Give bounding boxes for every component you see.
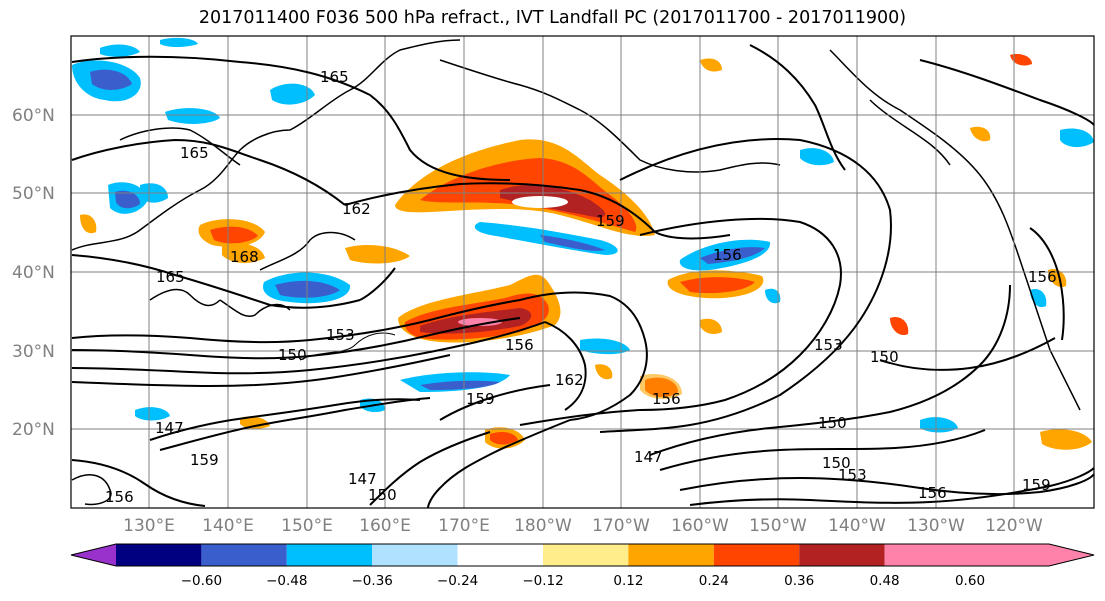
lon-label: 160°E: [359, 516, 411, 536]
contour-label: 159: [466, 390, 495, 408]
contour-label: 150: [278, 346, 307, 364]
colorbar-segment: [799, 544, 885, 566]
contour-label: 150: [822, 454, 851, 472]
longitude-labels: 130°E 140°E 150°E 160°E 170°E 180°W 170°…: [123, 516, 1043, 536]
lat-label: 40°N: [12, 263, 55, 283]
contour-label: 165: [320, 68, 349, 86]
lon-label: 140°E: [202, 516, 254, 536]
map-title: 2017011400 F036 500 hPa refract., IVT La…: [198, 8, 907, 28]
contour-label: 156: [713, 246, 742, 264]
contour-label: 159: [190, 451, 219, 469]
colorbar-segment: [116, 544, 202, 566]
colorbar-tick-label: 0.12: [613, 573, 643, 589]
colorbar-tick-label: 0.36: [784, 573, 814, 589]
colorbar-outline: [70, 543, 1095, 567]
lon-label: 120°W: [985, 516, 1043, 536]
lon-label: 160°W: [671, 516, 729, 536]
colorbar-segment: [713, 544, 800, 566]
colorbar-segment: [457, 544, 543, 566]
contour-label: 165: [156, 268, 185, 286]
colorbar-tick-label: −0.24: [437, 573, 478, 589]
contour-label: 153: [838, 466, 867, 484]
contour-label: 150: [818, 414, 847, 432]
lat-label: 50°N: [12, 184, 55, 204]
colorbar-tick-label: 0.24: [699, 573, 729, 589]
colorbar-tick-label: 0.60: [955, 573, 985, 589]
colorbar-tick-label: −0.60: [181, 573, 222, 589]
contour-label: 150: [870, 348, 899, 366]
contour-label: 147: [348, 470, 377, 488]
contour-label: 147: [634, 448, 663, 466]
lon-label: 130°W: [907, 516, 965, 536]
lon-label: 180°W: [514, 516, 572, 536]
contour-label: 156: [918, 484, 947, 502]
contour-label: 156: [505, 336, 534, 354]
contour-label: 153: [326, 326, 355, 344]
contour-label: 156: [652, 390, 681, 408]
colorbar-segment: [201, 544, 287, 566]
contour-label: 159: [596, 212, 625, 230]
colorbar-segment: [286, 544, 373, 566]
colorbar-extend-max: [884, 544, 1094, 566]
contour-label: 156: [105, 488, 134, 506]
contour-label: 147: [155, 419, 184, 437]
colorbar-tick-label: 0.48: [870, 573, 900, 589]
coastlines: [71, 39, 1081, 506]
contour-labels: 165 165 165 162 168 159 156 153 150 156 …: [105, 68, 1057, 506]
colorbar-segment: [543, 544, 629, 566]
contour-label: 165: [180, 144, 209, 162]
colorbar-tick-label: −0.48: [266, 573, 307, 589]
lon-label: 170°E: [438, 516, 490, 536]
contour-label: 150: [368, 486, 397, 504]
lon-label: 170°W: [592, 516, 650, 536]
contour-lines: [71, 44, 1094, 508]
map-frame: [70, 35, 1095, 509]
lon-label: 150°E: [281, 516, 333, 536]
colorbar-segment: [372, 544, 458, 566]
contour-label: 153: [814, 336, 843, 354]
contour-label: 159: [1022, 476, 1051, 494]
lat-label: 30°N: [12, 342, 55, 362]
lon-label: 140°W: [828, 516, 886, 536]
contour-label: 168: [230, 248, 259, 266]
lat-label: 60°N: [12, 106, 55, 126]
colorbar-segment: [628, 544, 714, 566]
contour-label: 162: [555, 371, 584, 389]
colorbar-tick-label: −0.12: [522, 573, 563, 589]
contour-label: 162: [342, 200, 371, 218]
colorbar-extend-min: [71, 544, 116, 566]
latitude-labels: 60°N 50°N 40°N 30°N 20°N: [12, 106, 55, 440]
lat-label: 20°N: [12, 420, 55, 440]
lon-label: 130°E: [123, 516, 175, 536]
colorbar: −0.60 −0.48 −0.36 −0.24 −0.12 0.12 0.24 …: [70, 543, 1095, 589]
lon-label: 150°W: [749, 516, 807, 536]
contour-label: 156: [1028, 268, 1057, 286]
colorbar-tick-label: −0.36: [352, 573, 393, 589]
